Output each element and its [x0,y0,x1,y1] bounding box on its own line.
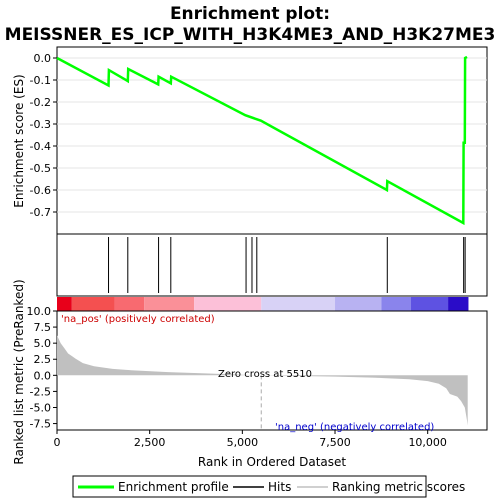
es-y-axis-label: Enrichment score (ES) [12,74,26,207]
x-tick-label: 10,000 [408,436,447,449]
ranking-y-tick-label: -5.0 [30,401,51,414]
ranking-y-axis-label: Ranked list metric (PreRanked) [12,279,26,464]
x-tick-label: 5,000 [227,436,259,449]
enrichment-profile-line [56,55,468,226]
es-y-ticks: 0.0 -0.1 -0.2 -0.3 -0.4 -0.5 -0.6 -0.7 [30,52,57,219]
color-bar-segment [144,297,195,311]
legend-label-ranking: Ranking metric scores [332,480,465,494]
ranking-y-ticks: 10.0 7.5 5.0 2.5 0.0 -2.5 -5.0 -7.5 [27,305,57,431]
ranking-y-tick-label: 2.5 [34,353,52,366]
es-y-tick-label: -0.7 [30,206,51,219]
es-y-tick-label: -0.5 [30,162,51,175]
color-bar-segment [411,297,449,311]
x-ticks: 0 2,500 5,000 7,500 10,000 [54,430,447,449]
es-panel-frame [56,46,488,235]
chart-title-line2: MEISSNER_ES_ICP_WITH_H3K4ME3_AND_H3K27ME… [5,25,496,45]
positive-correlation-label: 'na_pos' (positively correlated) [61,314,215,325]
color-bar-segment [114,297,145,311]
x-tick-label: 0 [54,436,61,449]
ranking-y-tick-label: 5.0 [34,337,52,350]
color-bar-segment [261,297,336,311]
color-bar-segment [335,297,382,311]
color-bar-segment [448,297,469,311]
x-axis-label: Rank in Ordered Dataset [198,455,346,469]
ranking-y-tick-label: 7.5 [34,321,52,334]
negative-correlation-label: 'na_neg' (negatively correlated) [275,422,434,433]
hits-group [108,237,466,293]
x-tick-label: 7,500 [319,436,351,449]
x-tick-label: 2,500 [134,436,166,449]
zero-cross-label: Zero cross at 5510 [218,369,312,380]
ranking-color-bar [57,297,469,311]
es-y-tick-label: -0.4 [30,140,51,153]
legend-label-enrichment: Enrichment profile [118,480,229,494]
color-bar-segment [57,297,72,311]
es-y-tick-label: -0.6 [30,184,51,197]
legend-label-hits: Hits [268,480,291,494]
ranking-y-tick-label: 10.0 [27,305,52,318]
es-y-tick-label: -0.2 [30,96,51,109]
chart-title-line1: Enrichment plot: [170,4,330,24]
es-y-tick-label: -0.3 [30,118,51,131]
es-y-tick-label: 0.0 [34,52,52,65]
ranking-y-tick-label: -2.5 [30,385,51,398]
hits-panel-frame [56,233,488,297]
ranking-y-tick-label: -7.5 [30,418,51,431]
color-bar-segment [381,297,412,311]
color-bar-segment [194,297,262,311]
ranking-y-tick-label: 0.0 [34,369,52,382]
color-bar-segment [71,297,115,311]
es-y-tick-label: -0.1 [30,74,51,87]
